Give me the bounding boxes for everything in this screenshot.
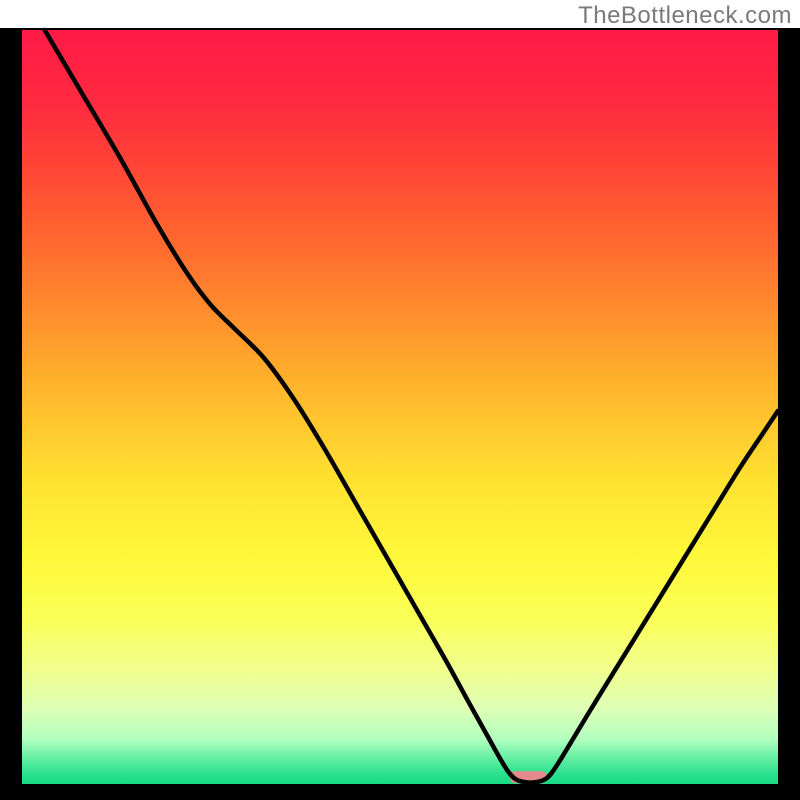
bottleneck-chart: TheBottleneck.com [0,0,800,800]
watermark-label: TheBottleneck.com [578,2,792,30]
chart-svg [0,0,800,800]
